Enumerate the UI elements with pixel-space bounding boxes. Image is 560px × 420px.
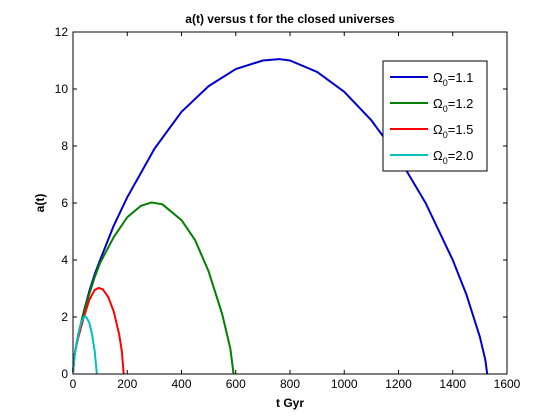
y-tick-label-2: 4 — [61, 253, 68, 267]
y-tick-label-5: 10 — [55, 82, 69, 96]
x-tick-label-4: 800 — [280, 377, 300, 391]
legend: Ω0=1.1Ω0=1.2Ω0=1.5Ω0=2.0 — [383, 61, 487, 171]
x-axis-label: t Gyr — [276, 396, 304, 410]
x-tick-label-1: 200 — [117, 377, 137, 391]
x-tick-label-8: 1600 — [494, 377, 521, 391]
y-axis-label: a(t) — [33, 194, 47, 213]
y-tick-label-3: 6 — [61, 196, 68, 210]
x-tick-label-5: 1000 — [331, 377, 358, 391]
y-tick-label-4: 8 — [61, 139, 68, 153]
y-tick-label-6: 12 — [55, 25, 69, 39]
y-tick-label-1: 2 — [61, 310, 68, 324]
x-tick-label-7: 1400 — [439, 377, 466, 391]
x-tick-label-2: 400 — [171, 377, 191, 391]
x-tick-label-3: 600 — [226, 377, 246, 391]
y-tick-label-0: 0 — [61, 367, 68, 381]
x-tick-label-0: 0 — [70, 377, 77, 391]
chart-title: a(t) versus t for the closed universes — [185, 12, 395, 26]
x-tick-label-6: 1200 — [385, 377, 412, 391]
